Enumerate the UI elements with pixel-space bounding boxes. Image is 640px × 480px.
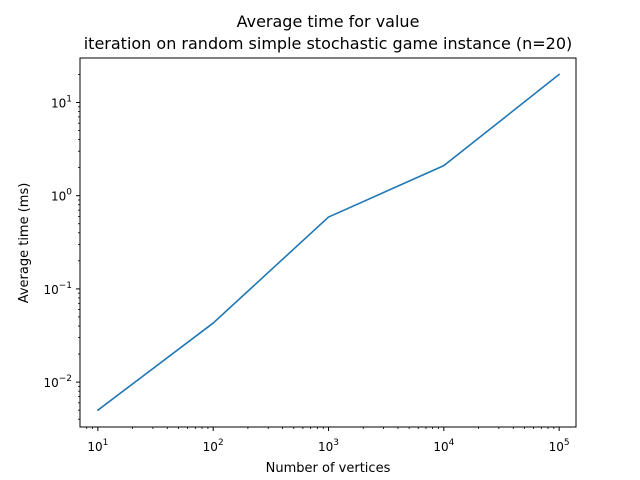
x-tick-label-0: 101 <box>87 438 108 454</box>
y-tick-label-1: 10−1 <box>43 281 72 297</box>
x-axis-ticks: 101 102 103 104 105 <box>86 427 570 454</box>
plot-area-frame <box>79 57 577 428</box>
x-tick-label-4: 105 <box>549 438 570 454</box>
x-tick-label-3: 104 <box>433 438 454 454</box>
data-point-2 <box>328 216 330 218</box>
x-tick-label-1: 102 <box>203 438 224 454</box>
y-tick-label-2: 100 <box>51 188 72 204</box>
x-axis-label: Number of vertices <box>266 461 391 476</box>
chart-title-line-2: iteration on random simple stochastic ga… <box>84 34 573 53</box>
series-layer <box>97 73 560 411</box>
data-point-0 <box>97 409 99 411</box>
y-tick-label-0: 10−2 <box>43 374 72 390</box>
data-point-4 <box>558 74 560 76</box>
chart-title-line-1: Average time for value <box>237 12 420 31</box>
y-tick-label-3: 101 <box>51 94 72 110</box>
series-line-0 <box>97 73 560 411</box>
y-axis-label: Average time (ms) <box>17 183 32 304</box>
x-tick-label-2: 103 <box>318 438 339 454</box>
data-point-3 <box>443 165 445 167</box>
y-axis-ticks: 10−2 10−1 100 101 <box>43 74 80 420</box>
data-point-1 <box>212 322 214 324</box>
